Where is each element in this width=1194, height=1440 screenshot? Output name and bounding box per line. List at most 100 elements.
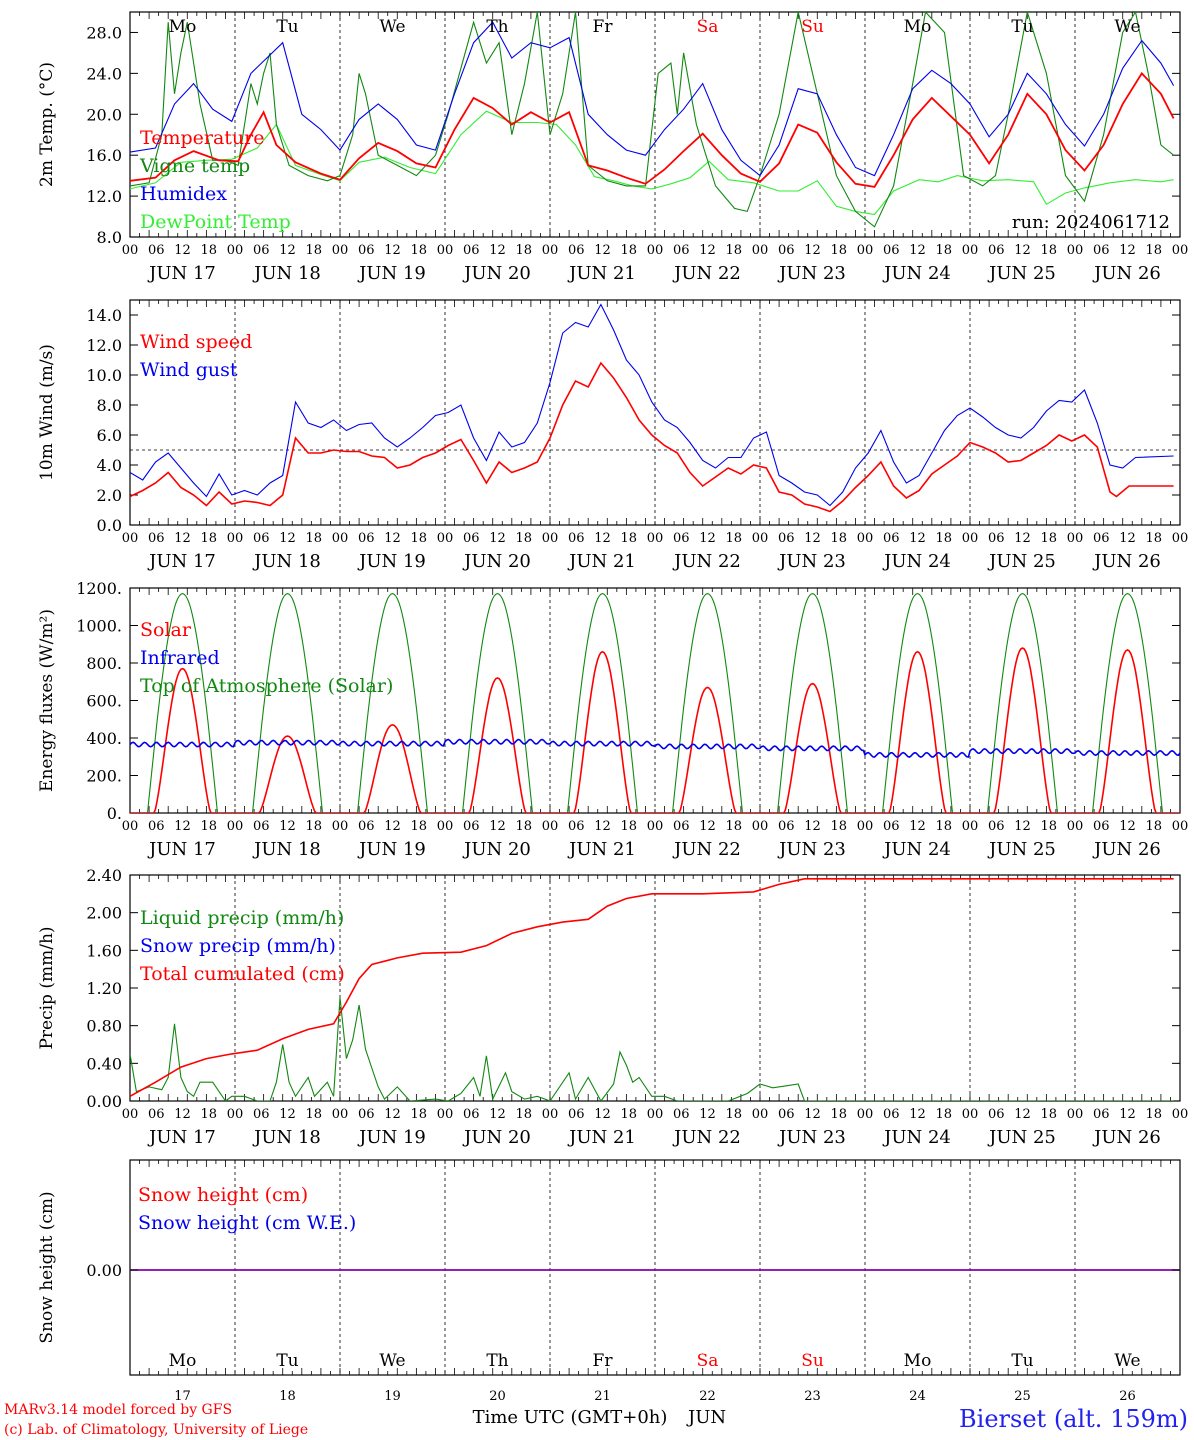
x-hour-label: 12 — [489, 531, 506, 546]
y-tick-label: 0.00 — [86, 1092, 122, 1111]
x-hour-label: 06 — [673, 243, 690, 258]
y-tick-label: 0.40 — [86, 1054, 122, 1073]
x-hour-label: 12 — [909, 1107, 926, 1122]
x-hour-label: 12 — [594, 531, 611, 546]
weekday-label: Mo — [169, 17, 197, 37]
x-hour-label: 00 — [857, 243, 874, 258]
x-hour-label: 06 — [253, 531, 270, 546]
panel-3: Energy fluxes (W/m²) — [37, 587, 1181, 814]
x-hour-label: 00 — [752, 531, 769, 546]
panel-4: Precip (mm/h) — [37, 874, 1181, 1102]
day-number-label: 23 — [804, 1389, 821, 1404]
day-number-label: 22 — [699, 1389, 716, 1404]
x-hour-label: 18 — [1145, 1107, 1162, 1122]
x-date-label: JUN 23 — [777, 263, 846, 284]
x-hour-label: 00 — [962, 1107, 979, 1122]
weekday-label: Mo — [169, 1351, 197, 1371]
day-number-label: 19 — [384, 1389, 401, 1404]
x-date-label: JUN 26 — [1092, 839, 1161, 860]
x-date-label: JUN 24 — [882, 1127, 951, 1148]
legend-item: Snow precip (mm/h) — [140, 935, 336, 957]
weekday-label: We — [1114, 1351, 1140, 1371]
x-hour-label: 18 — [200, 1107, 217, 1122]
x-hour-label: 00 — [122, 243, 139, 258]
y-tick-label: 16.0 — [86, 146, 122, 165]
y-tick-label: 1200. — [76, 579, 122, 598]
x-hour-label: 00 — [227, 531, 244, 546]
series-line — [130, 738, 1180, 758]
x-hour-label: 18 — [935, 1107, 952, 1122]
x-hour-label: 00 — [332, 1107, 349, 1122]
x-hour-label: 18 — [305, 531, 322, 546]
panel-frame — [129, 299, 1181, 526]
y-axis-label: Snow height (cm) — [37, 1191, 57, 1343]
x-hour-label: 06 — [253, 1107, 270, 1122]
x-hour-label: 00 — [122, 531, 139, 546]
y-axis-label: Precip (mm/h) — [37, 926, 57, 1049]
day-number-label: 21 — [594, 1389, 611, 1404]
legend-item: Wind speed — [140, 331, 252, 353]
x-date-label: JUN 18 — [252, 551, 321, 572]
x-hour-label: 12 — [489, 819, 506, 834]
y-tick-label: 1.60 — [86, 941, 122, 960]
x-hour-label: 12 — [909, 531, 926, 546]
weekday-label: Th — [486, 17, 508, 37]
x-hour-label: 00 — [1172, 243, 1189, 258]
x-hour-label: 12 — [804, 531, 821, 546]
legend-item: Infrared — [140, 647, 220, 669]
x-hour-label: 18 — [1145, 819, 1162, 834]
x-hour-label: 12 — [489, 1107, 506, 1122]
x-hour-label: 18 — [725, 531, 742, 546]
x-hour-label: 18 — [830, 1107, 847, 1122]
x-hour-label: 00 — [752, 819, 769, 834]
x-hour-label: 18 — [725, 1107, 742, 1122]
x-hour-label: 12 — [594, 1107, 611, 1122]
x-date-label: JUN 17 — [147, 1127, 216, 1148]
x-hour-label: 00 — [647, 243, 664, 258]
weekday-label: Tu — [1011, 1351, 1033, 1371]
panel-5: Snow height (cm) — [37, 1159, 1181, 1376]
x-date-label: JUN 21 — [567, 1127, 636, 1148]
x-hour-label: 12 — [1119, 1107, 1136, 1122]
x-date-label: JUN 24 — [882, 551, 951, 572]
x-hour-label: 06 — [253, 243, 270, 258]
y-tick-label: 12.0 — [86, 187, 122, 206]
day-number-label: 26 — [1119, 1389, 1136, 1404]
x-date-label: JUN 20 — [462, 263, 531, 284]
weekday-label: We — [379, 17, 405, 37]
x-hour-label: 00 — [332, 819, 349, 834]
x-hour-label: 00 — [227, 819, 244, 834]
x-hour-label: 18 — [515, 531, 532, 546]
x-hour-label: 18 — [305, 819, 322, 834]
x-date-label: JUN 24 — [882, 839, 951, 860]
x-date-label: JUN 22 — [672, 839, 741, 860]
x-hour-label: 06 — [778, 243, 795, 258]
x-hour-label: 06 — [568, 531, 585, 546]
x-date-label: JUN 25 — [987, 839, 1056, 860]
x-date-label: JUN 19 — [357, 1127, 426, 1148]
x-hour-label: 00 — [332, 243, 349, 258]
legend-item: Liquid precip (mm/h) — [140, 907, 344, 929]
x-hour-label: 12 — [384, 531, 401, 546]
x-hour-label: 18 — [305, 243, 322, 258]
x-hour-label: 06 — [883, 819, 900, 834]
x-hour-label: 18 — [725, 819, 742, 834]
x-date-label: JUN 25 — [987, 551, 1056, 572]
x-hour-label: 06 — [463, 1107, 480, 1122]
weekday-label: Tu — [1011, 17, 1033, 37]
y-tick-label: 1.20 — [86, 979, 122, 998]
x-date-label: JUN 18 — [252, 263, 321, 284]
x-hour-label: 18 — [830, 819, 847, 834]
x-hour-label: 06 — [673, 1107, 690, 1122]
legend-item: Top of Atmosphere (Solar) — [140, 675, 393, 697]
panel-frame — [129, 587, 1181, 814]
x-hour-label: 18 — [935, 531, 952, 546]
x-hour-label: 06 — [568, 1107, 585, 1122]
x-hour-label: 06 — [883, 531, 900, 546]
x-hour-label: 06 — [358, 1107, 375, 1122]
x-hour-label: 12 — [279, 531, 296, 546]
weekday-label: Su — [801, 17, 824, 37]
x-date-label: JUN 18 — [252, 839, 321, 860]
y-tick-label: 0.0 — [97, 516, 122, 535]
